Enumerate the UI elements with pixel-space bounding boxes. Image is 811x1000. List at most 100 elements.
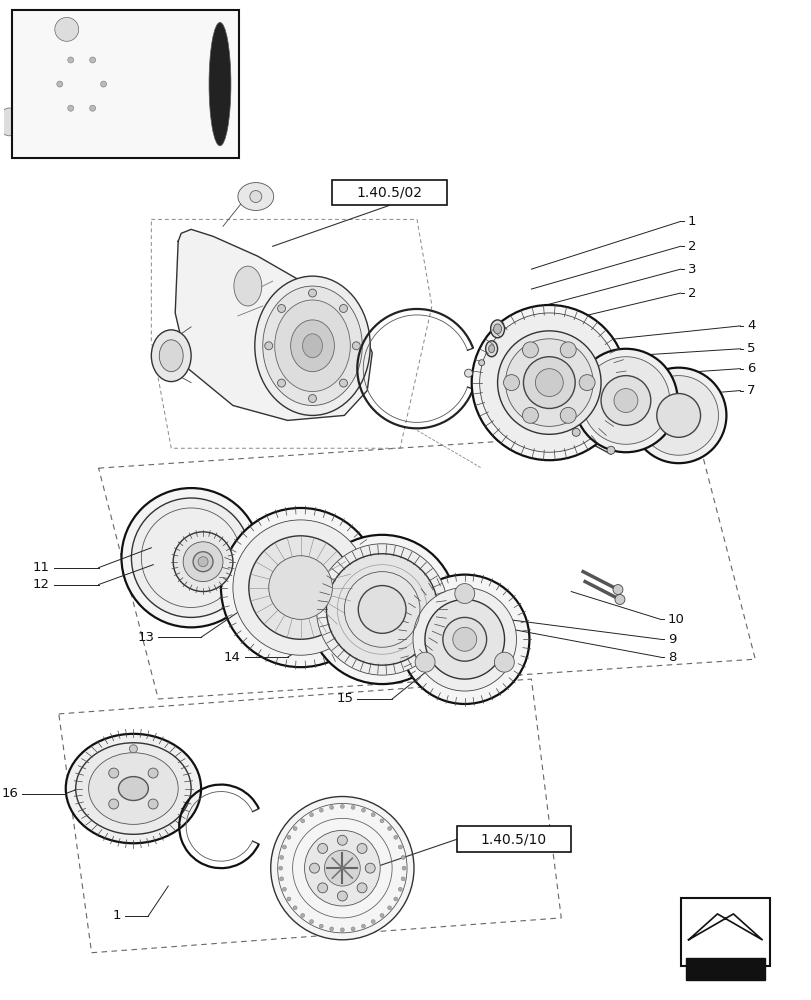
Ellipse shape xyxy=(198,557,208,567)
Ellipse shape xyxy=(488,345,494,353)
Circle shape xyxy=(250,191,261,202)
Circle shape xyxy=(282,845,286,849)
Ellipse shape xyxy=(118,777,148,800)
Circle shape xyxy=(401,866,406,870)
Text: 15: 15 xyxy=(336,692,353,705)
Ellipse shape xyxy=(307,535,457,684)
Ellipse shape xyxy=(290,320,334,372)
Circle shape xyxy=(371,813,375,817)
Circle shape xyxy=(286,897,290,901)
Ellipse shape xyxy=(75,743,191,834)
Circle shape xyxy=(277,305,285,312)
Ellipse shape xyxy=(613,389,637,412)
Bar xyxy=(12,10,238,158)
Ellipse shape xyxy=(66,734,201,843)
Circle shape xyxy=(607,446,614,454)
Circle shape xyxy=(67,105,74,111)
Ellipse shape xyxy=(400,575,529,704)
Circle shape xyxy=(129,745,137,753)
Circle shape xyxy=(109,799,118,809)
Bar xyxy=(332,180,446,205)
Polygon shape xyxy=(175,229,371,420)
Ellipse shape xyxy=(326,554,437,665)
Text: 5: 5 xyxy=(746,342,755,355)
Ellipse shape xyxy=(255,276,370,415)
Ellipse shape xyxy=(248,536,352,639)
Ellipse shape xyxy=(523,357,574,408)
Circle shape xyxy=(521,407,538,423)
Ellipse shape xyxy=(233,520,367,655)
Ellipse shape xyxy=(479,313,618,452)
Ellipse shape xyxy=(54,17,79,41)
Circle shape xyxy=(365,863,375,873)
Circle shape xyxy=(398,887,401,891)
Circle shape xyxy=(148,799,158,809)
Circle shape xyxy=(300,913,304,917)
Circle shape xyxy=(339,305,347,312)
Circle shape xyxy=(612,585,622,595)
Circle shape xyxy=(319,924,323,928)
Circle shape xyxy=(282,887,286,891)
Circle shape xyxy=(329,927,333,931)
Circle shape xyxy=(309,920,313,924)
Circle shape xyxy=(350,927,354,931)
Circle shape xyxy=(380,819,384,823)
Circle shape xyxy=(350,805,354,809)
Circle shape xyxy=(286,835,290,839)
Ellipse shape xyxy=(159,340,183,372)
Circle shape xyxy=(393,897,397,901)
Circle shape xyxy=(319,808,323,812)
Circle shape xyxy=(414,652,435,672)
Ellipse shape xyxy=(424,599,504,679)
Text: 11: 11 xyxy=(32,561,49,574)
Ellipse shape xyxy=(493,324,501,334)
Text: 10: 10 xyxy=(667,613,684,626)
Circle shape xyxy=(572,428,579,436)
Circle shape xyxy=(401,855,405,859)
Text: 12: 12 xyxy=(32,578,49,591)
Circle shape xyxy=(308,289,316,297)
Ellipse shape xyxy=(581,357,669,444)
Ellipse shape xyxy=(638,376,718,455)
Text: 7: 7 xyxy=(746,384,755,397)
Ellipse shape xyxy=(656,394,700,437)
Ellipse shape xyxy=(27,22,127,146)
Circle shape xyxy=(387,906,391,910)
Ellipse shape xyxy=(630,368,726,463)
Ellipse shape xyxy=(0,108,19,136)
Circle shape xyxy=(101,81,106,87)
Text: 2: 2 xyxy=(687,240,695,253)
Circle shape xyxy=(300,819,304,823)
Circle shape xyxy=(387,827,391,830)
Ellipse shape xyxy=(442,617,486,661)
Ellipse shape xyxy=(358,586,406,633)
Ellipse shape xyxy=(573,349,677,452)
Circle shape xyxy=(264,342,272,350)
Circle shape xyxy=(361,808,365,812)
Text: 14: 14 xyxy=(224,651,241,664)
Ellipse shape xyxy=(122,488,260,627)
Circle shape xyxy=(380,913,384,917)
Ellipse shape xyxy=(221,508,380,667)
Circle shape xyxy=(308,395,316,402)
Circle shape xyxy=(293,827,297,830)
Ellipse shape xyxy=(304,830,380,906)
Ellipse shape xyxy=(151,330,191,382)
Circle shape xyxy=(89,105,96,111)
Ellipse shape xyxy=(234,266,261,306)
Ellipse shape xyxy=(183,542,223,582)
Ellipse shape xyxy=(316,544,448,675)
Bar xyxy=(680,898,770,966)
Polygon shape xyxy=(688,914,762,940)
Text: 13: 13 xyxy=(137,631,154,644)
Circle shape xyxy=(521,342,538,358)
Ellipse shape xyxy=(485,341,497,357)
Circle shape xyxy=(614,595,624,604)
Circle shape xyxy=(371,920,375,924)
Bar xyxy=(457,826,570,852)
Circle shape xyxy=(279,877,283,881)
Circle shape xyxy=(454,584,474,603)
Ellipse shape xyxy=(268,556,332,619)
Text: 1: 1 xyxy=(113,909,122,922)
Circle shape xyxy=(401,877,405,881)
